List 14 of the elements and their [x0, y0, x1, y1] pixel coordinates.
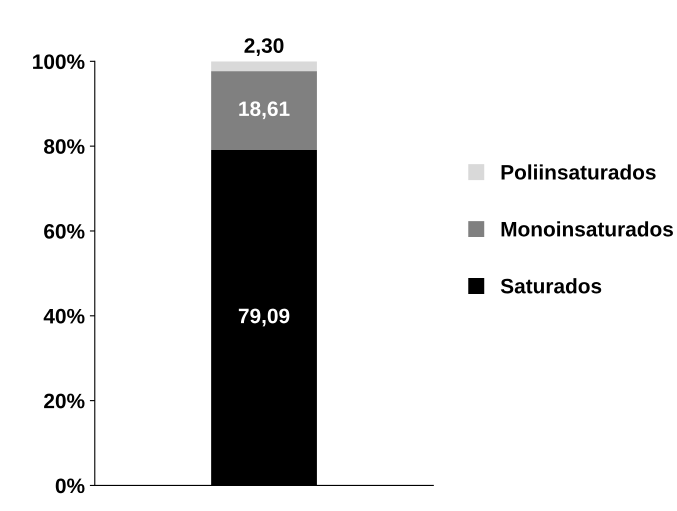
bar — [211, 71, 317, 150]
y-tick-label: 80% — [44, 139, 85, 154]
data-label: 79,09 — [238, 308, 290, 326]
y-tick-label: 0% — [56, 478, 85, 494]
legend-label: Saturados — [500, 278, 602, 294]
data-label: 18,61 — [239, 101, 290, 120]
y-tick-label: 100% — [33, 54, 85, 70]
y-tick-label: 40% — [44, 308, 85, 324]
y-tick-label: 20% — [44, 394, 85, 408]
data-label: 2,30 — [244, 38, 284, 56]
bar — [211, 61, 317, 72]
y-tick-label: 60% — [44, 224, 85, 239]
legend-label: Monoinsaturados — [502, 221, 673, 237]
legend-label: Poliinsaturados — [502, 164, 656, 180]
